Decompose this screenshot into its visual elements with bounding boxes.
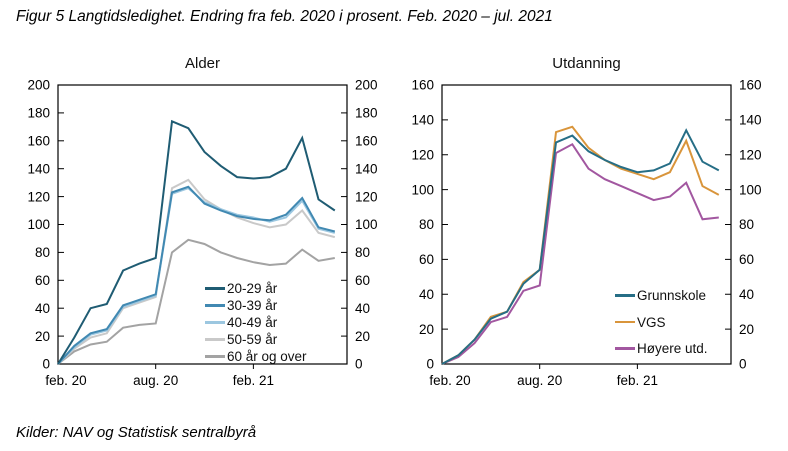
y-tick-label-right: 200: [355, 78, 378, 93]
y-tick-label-left: 80: [419, 217, 434, 232]
y-tick-label-left: 160: [27, 134, 50, 149]
age-chart-title: Alder: [184, 55, 221, 72]
y-tick-label-left: 160: [411, 78, 434, 93]
x-tick-label: feb. 21: [233, 373, 274, 388]
legend-label: Høyere utd.: [637, 341, 708, 356]
legend-swatch: [615, 347, 635, 350]
y-tick-label-right: 120: [739, 147, 762, 162]
y-tick-label-left: 0: [42, 357, 50, 372]
source-note: Kilder: NAV og Statistisk sentralbyrå: [16, 424, 257, 441]
x-tick-label: feb. 20: [45, 373, 86, 388]
legend-swatch: [205, 338, 225, 341]
y-tick-label-left: 40: [35, 301, 50, 316]
x-tick-label: aug. 20: [517, 373, 562, 388]
legend-item: 20-29 år: [205, 280, 307, 297]
legend-item: 60 år og over: [205, 348, 307, 365]
series-line-60 år og over: [57, 238, 335, 365]
legend-swatch: [615, 294, 635, 297]
y-tick-label-right: 40: [739, 287, 754, 302]
series-line-Grunnskole: [441, 128, 720, 365]
y-tick-label-right: 40: [355, 301, 370, 316]
y-tick-label-right: 20: [355, 329, 370, 344]
age-chart: Alder 0 0 20 20 40 40 60 60 80 80 100 100 120 120 140 1…: [0, 48, 394, 396]
legend-label: 20-29 år: [227, 281, 278, 296]
y-tick-label-right: 160: [739, 78, 762, 93]
y-tick-label-right: 100: [739, 182, 762, 197]
y-tick-label-left: 20: [419, 322, 434, 337]
education-chart: Utdanning 0 0 20 20 40 40 60 60 80 80 100 100 120 120…: [384, 48, 778, 396]
legend-item: 40-49 år: [205, 314, 307, 331]
legend-swatch: [205, 321, 225, 324]
legend-label: 40-49 år: [227, 315, 278, 330]
legend-item: 50-59 år: [205, 331, 307, 348]
age-chart-legend: 20-29 år 30-39 år 40-49 år 50-59 år 60 år og…: [205, 280, 307, 365]
y-tick-label-right: 80: [739, 217, 754, 232]
legend-label: VGS: [637, 314, 666, 330]
x-tick-label: feb. 20: [429, 373, 470, 388]
series-line-30-39 år: [57, 185, 336, 365]
y-tick-label-left: 40: [419, 287, 434, 302]
legend-swatch: [615, 320, 635, 324]
legend-swatch: [205, 287, 225, 290]
y-tick-label-left: 200: [27, 78, 50, 93]
y-tick-label-right: 20: [739, 322, 754, 337]
y-tick-label-right: 100: [355, 217, 378, 232]
y-tick-label-left: 180: [27, 106, 50, 121]
education-chart-title: Utdanning: [552, 55, 621, 72]
legend-label: 50-59 år: [227, 332, 278, 347]
y-tick-label-left: 60: [35, 273, 50, 288]
y-tick-label-right: 140: [739, 113, 762, 128]
y-tick-label-left: 140: [27, 161, 50, 176]
legend-swatch: [205, 304, 225, 307]
legend-item: Grunnskole: [615, 283, 708, 310]
y-tick-label-right: 140: [355, 161, 378, 176]
y-tick-label-right: 80: [355, 245, 370, 260]
legend-label: Grunnskole: [637, 288, 707, 303]
y-tick-label-right: 0: [355, 357, 363, 372]
age-chart-canvas: 0 0 20 20 40 40 60 60 80 80 100 100 120 120 140 140 160 1…: [27, 78, 378, 388]
y-tick-label-right: 60: [739, 252, 754, 267]
legend-item: VGS: [615, 310, 708, 337]
figure-title: Figur 5 Langtidsledighet. Endring fra fe…: [16, 8, 553, 25]
y-tick-label-right: 120: [355, 189, 378, 204]
y-tick-label-left: 80: [35, 245, 50, 260]
legend-item: Høyere utd.: [615, 336, 708, 363]
series-line-20-29 år: [57, 119, 336, 365]
y-tick-label-right: 0: [739, 357, 747, 372]
legend-swatch: [205, 355, 225, 358]
y-tick-label-left: 20: [35, 329, 50, 344]
x-tick-label: feb. 21: [617, 373, 658, 388]
legend-label: 60 år og over: [227, 349, 307, 364]
y-tick-label-left: 140: [411, 113, 434, 128]
y-tick-label-left: 120: [411, 147, 434, 162]
legend-item: 30-39 år: [205, 297, 307, 314]
y-tick-label-left: 100: [27, 217, 50, 232]
series-line-50-59 år: [57, 178, 336, 365]
y-tick-label-left: 0: [426, 357, 434, 372]
y-tick-label-right: 60: [355, 273, 370, 288]
education-chart-legend: Grunnskole VGS Høyere utd.: [615, 283, 708, 363]
y-tick-label-right: 160: [355, 134, 378, 149]
x-tick-label: aug. 20: [133, 373, 178, 388]
education-chart-canvas: 0 0 20 20 40 40 60 60 80 80 100 100 120 120 140 140 160 1…: [411, 78, 762, 388]
legend-label: 30-39 år: [227, 298, 278, 313]
y-tick-label-right: 180: [355, 106, 378, 121]
y-tick-label-left: 60: [419, 252, 434, 267]
series-line-Høyere utd.: [441, 142, 719, 365]
y-tick-label-left: 100: [411, 182, 434, 197]
y-tick-label-left: 120: [27, 189, 50, 204]
